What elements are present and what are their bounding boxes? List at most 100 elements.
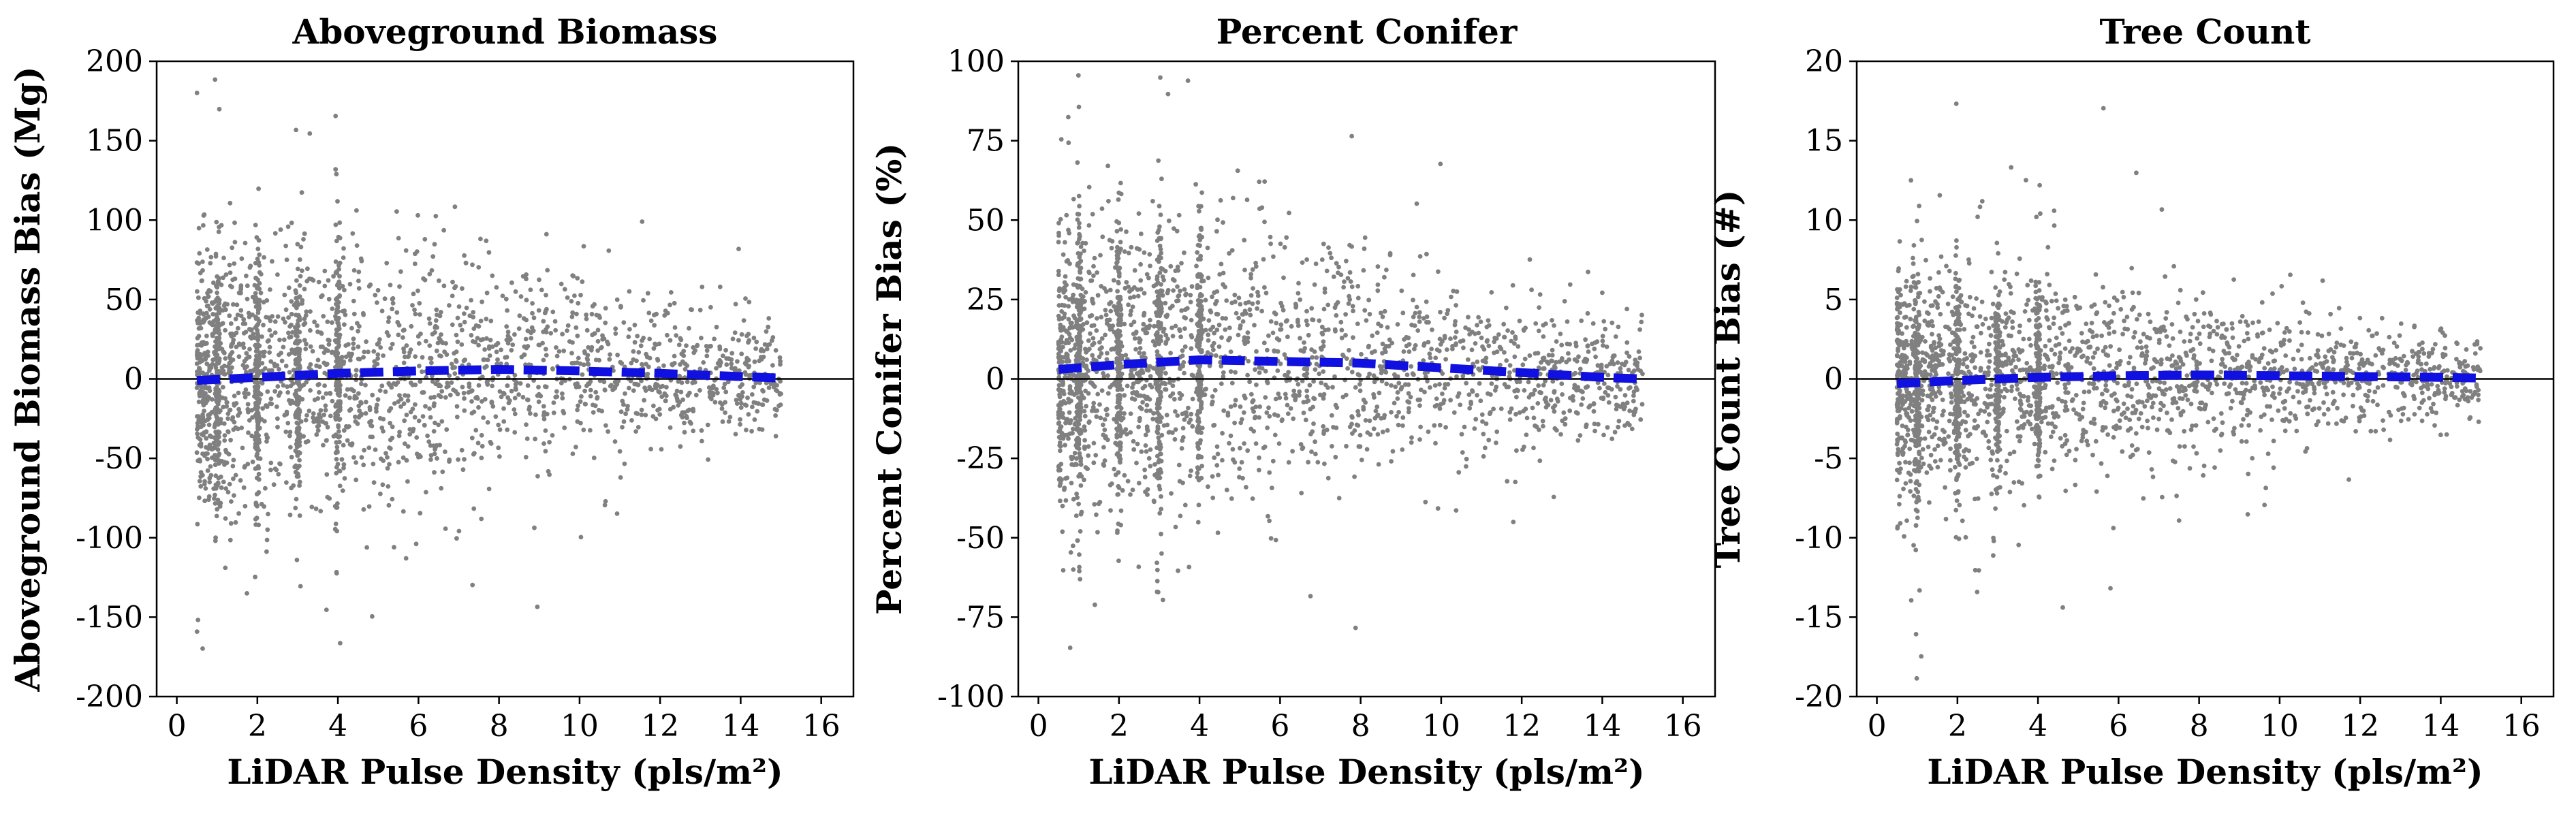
data-point [512, 332, 517, 337]
data-point [1366, 298, 1371, 302]
data-point [215, 291, 219, 296]
data-point [327, 297, 332, 302]
data-point [437, 336, 441, 341]
data-point [1155, 560, 1159, 565]
data-point [495, 357, 500, 362]
data-point [234, 520, 238, 525]
data-point [324, 421, 328, 426]
data-point [250, 313, 255, 317]
data-point [252, 336, 257, 340]
data-point [386, 319, 391, 324]
data-point [292, 464, 297, 469]
data-point [1174, 324, 1178, 329]
data-point [642, 398, 646, 402]
data-point [1297, 389, 1302, 394]
data-point [334, 223, 339, 227]
data-point [1481, 432, 1486, 436]
data-point [557, 349, 562, 354]
data-point [506, 330, 511, 334]
data-point [1229, 404, 1234, 409]
data-point [1278, 242, 1283, 246]
data-point [1433, 383, 1438, 388]
data-point [232, 458, 236, 462]
data-point [1592, 429, 1597, 434]
data-point [1424, 300, 1429, 304]
data-point [247, 347, 252, 351]
data-point [1063, 312, 1067, 317]
x-tick-label: 10 [561, 709, 599, 744]
data-point [1068, 336, 1073, 340]
data-point [1060, 334, 1065, 339]
data-point [289, 334, 294, 339]
data-point [1156, 159, 1161, 163]
data-point [321, 413, 326, 417]
data-point [1113, 265, 1118, 270]
data-point [1285, 374, 1289, 379]
x-tick-label: 8 [490, 709, 509, 744]
data-point [1293, 305, 1298, 310]
data-point [227, 313, 232, 318]
data-point [415, 213, 420, 218]
data-point [619, 409, 624, 414]
data-point [357, 286, 362, 291]
data-point [1234, 311, 1239, 316]
data-point [1473, 341, 1478, 346]
data-point [496, 445, 501, 450]
data-point [411, 427, 416, 432]
data-point [1197, 365, 1202, 370]
data-point [1196, 520, 1201, 525]
data-point [375, 300, 379, 305]
data-point [1138, 405, 1143, 410]
data-point [457, 529, 462, 534]
data-point [457, 304, 462, 309]
data-point [1601, 334, 1605, 338]
data-point [387, 462, 392, 467]
data-point [1271, 459, 1276, 464]
data-point [390, 306, 394, 311]
data-point [1315, 460, 1320, 465]
data-point [497, 454, 502, 459]
data-point [1376, 264, 1381, 269]
data-point [298, 432, 302, 437]
data-point [749, 429, 754, 434]
data-point [1245, 448, 1250, 453]
data-point [778, 362, 783, 367]
data-point [413, 383, 418, 387]
data-point [1193, 182, 1198, 187]
data-point [671, 405, 676, 410]
data-point [1215, 217, 1220, 222]
data-point [1131, 304, 1135, 309]
data-point [322, 383, 327, 388]
data-point [255, 451, 260, 456]
data-point [1238, 302, 1242, 307]
data-point [643, 413, 648, 417]
data-point [1196, 456, 1201, 460]
data-point [718, 400, 723, 405]
data-point [1614, 402, 1619, 407]
data-point [1632, 389, 1637, 394]
data-point [1350, 285, 1355, 289]
data-point [469, 298, 473, 303]
data-point [347, 396, 352, 400]
data-point [735, 359, 740, 364]
data-point [307, 131, 312, 136]
data-point [1086, 368, 1090, 373]
data-point [1313, 283, 1317, 287]
data-point [1090, 297, 1095, 302]
data-point [1198, 318, 1203, 323]
data-point [1087, 223, 1092, 228]
data-point [1527, 395, 1532, 400]
data-point [1085, 320, 1090, 325]
data-point [710, 391, 715, 396]
data-point [618, 360, 623, 365]
data-point [262, 300, 266, 304]
data-point [1069, 462, 1074, 467]
data-point [1394, 414, 1399, 419]
data-point [1257, 404, 1262, 409]
data-point [276, 472, 281, 477]
data-point [213, 493, 217, 498]
data-point [420, 369, 424, 374]
data-point [736, 338, 741, 342]
data-point [378, 492, 383, 496]
data-point [1274, 312, 1278, 317]
